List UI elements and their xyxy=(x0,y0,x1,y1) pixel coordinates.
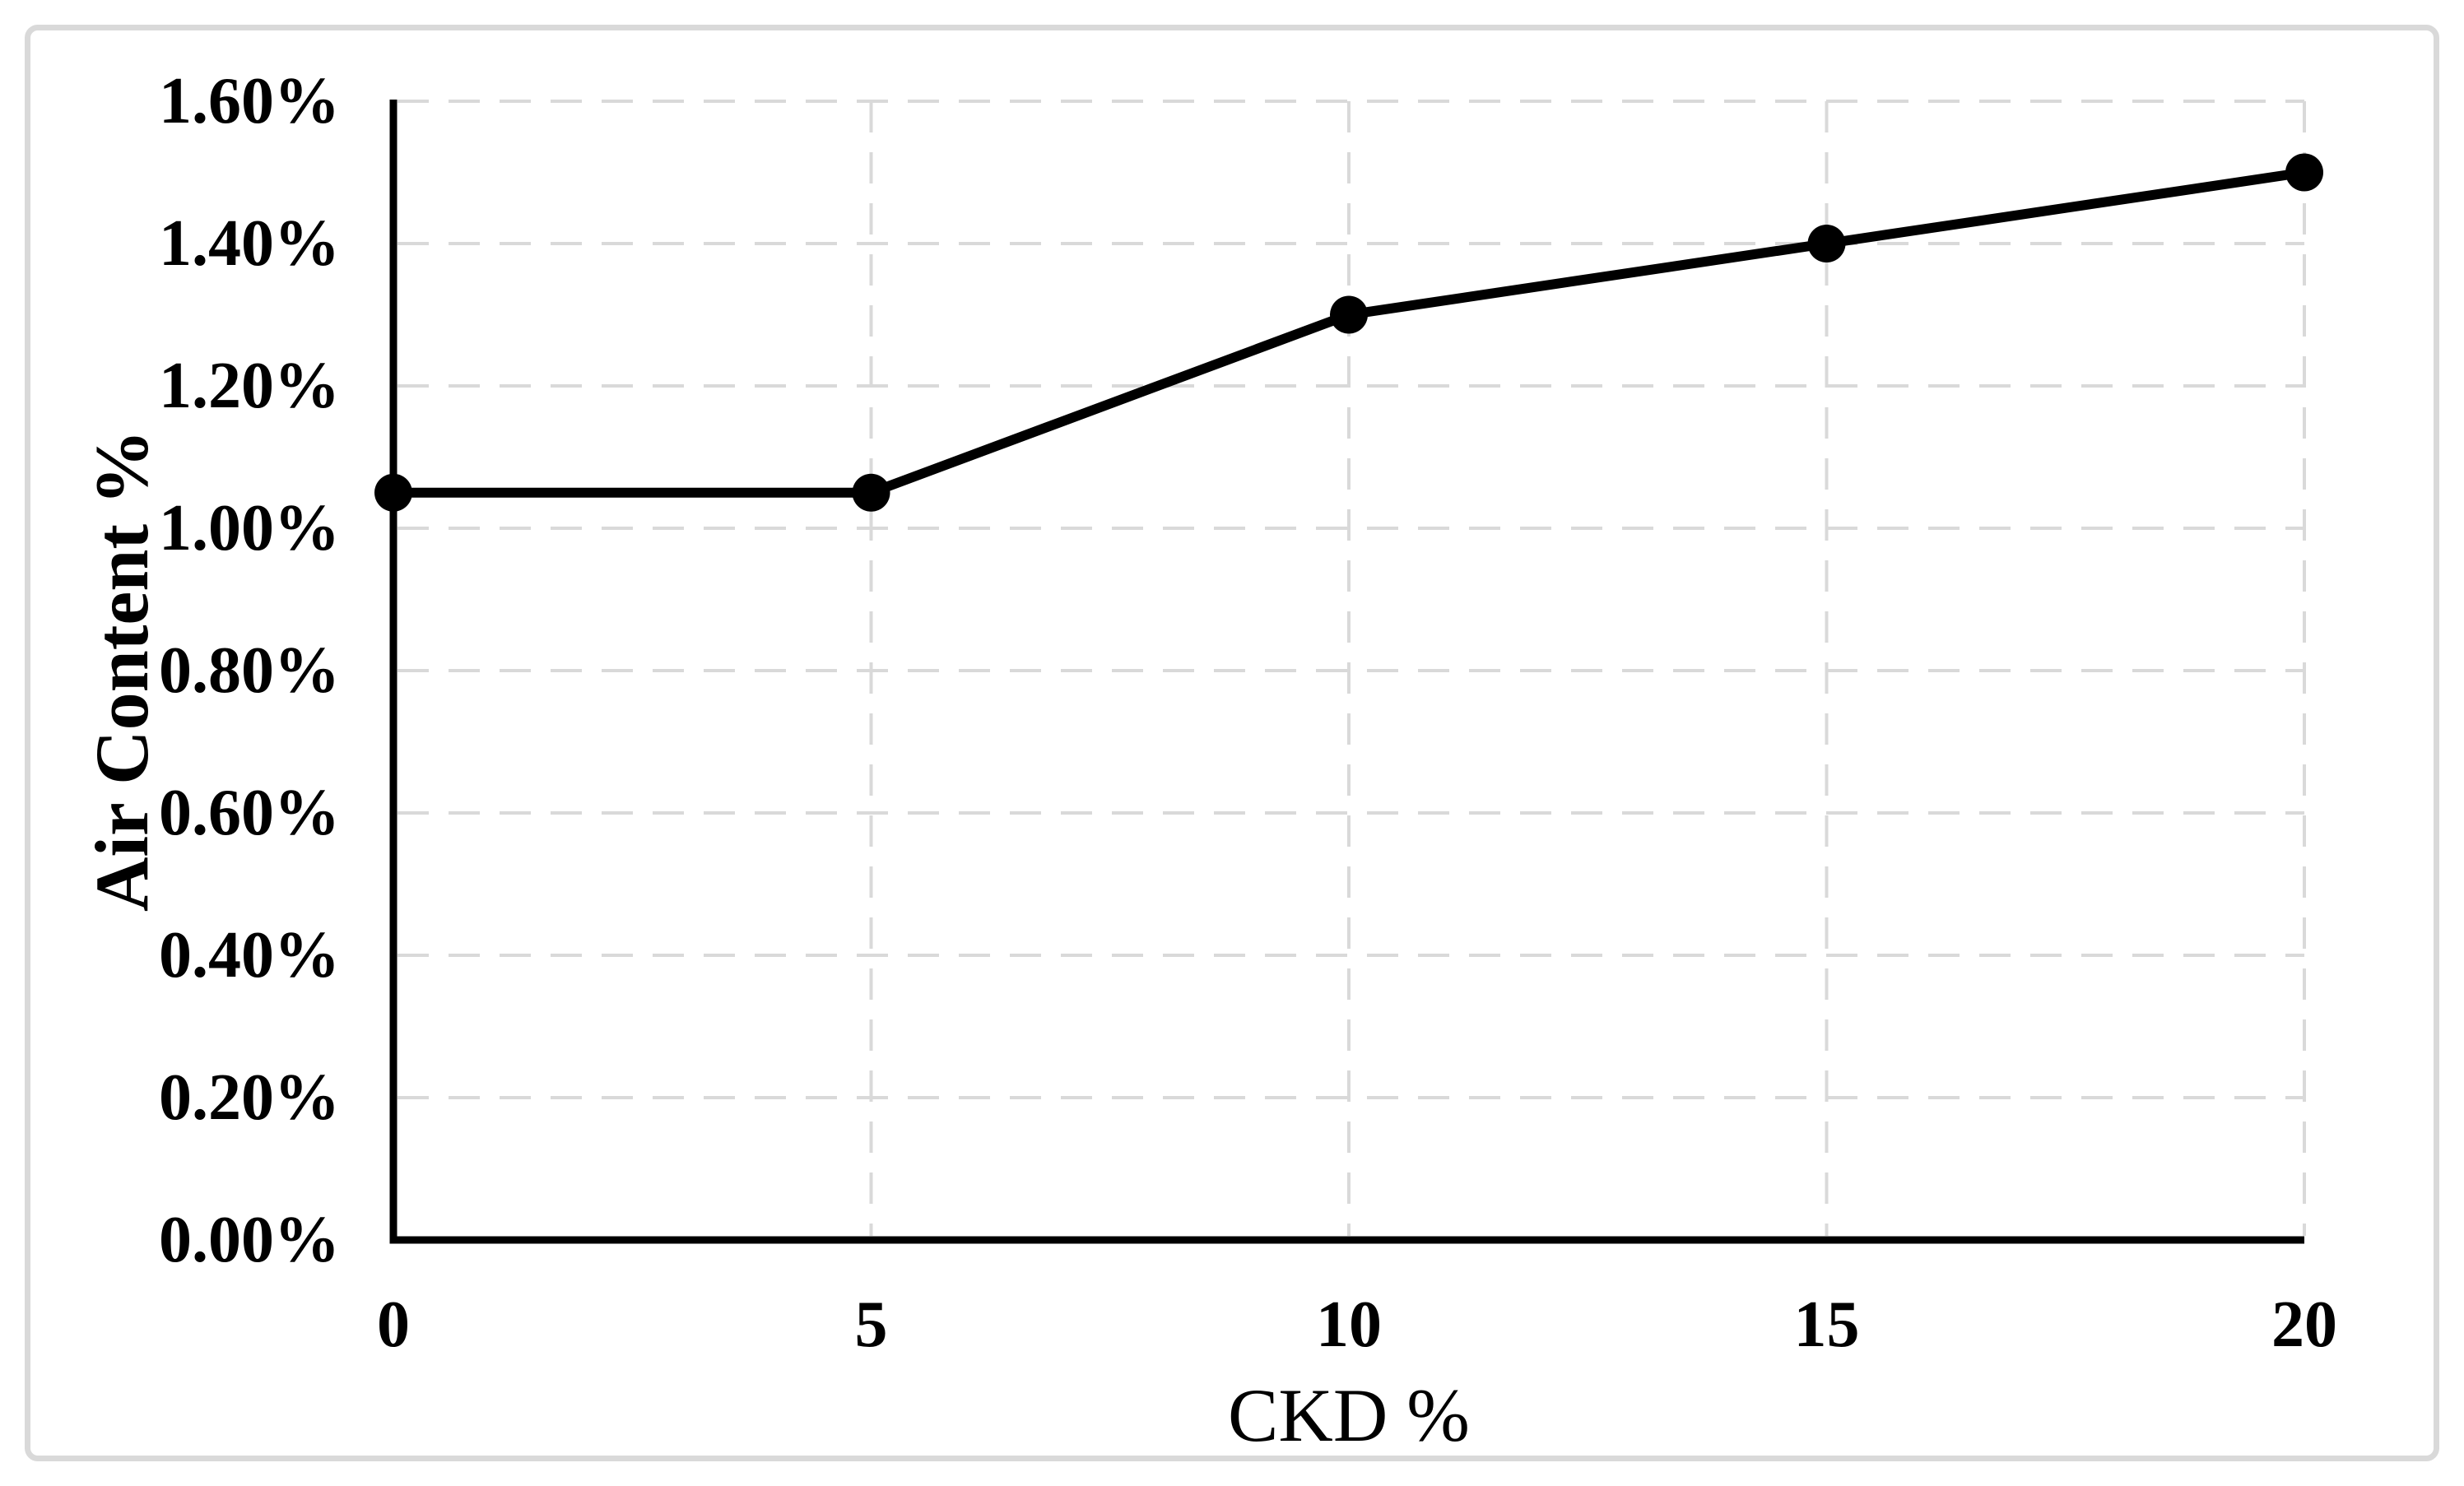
chart-frame-border xyxy=(25,25,2439,1461)
x-tick-label: 5 xyxy=(855,1289,888,1361)
data-point-marker xyxy=(852,473,890,512)
x-tick-label: 0 xyxy=(377,1289,410,1361)
gridlines xyxy=(397,100,2306,1236)
y-tick-label: 0.00% xyxy=(159,1204,340,1276)
y-tick-label: 0.20% xyxy=(159,1061,340,1134)
data-point-marker xyxy=(1807,225,1846,262)
x-tick-label: 20 xyxy=(2271,1289,2337,1361)
y-tick-label: 0.80% xyxy=(159,634,340,707)
axes xyxy=(389,100,2304,1244)
tick-labels: 0.00% 0.20% 0.40% 0.60% 0.80% 1.00% 1.20% 1.40%… xyxy=(159,65,2337,1361)
y-tick-label: 1.40% xyxy=(159,207,340,280)
y-tick-label: 1.20% xyxy=(159,350,340,422)
x-tick-label: 10 xyxy=(1316,1289,1382,1361)
data-point-marker xyxy=(374,473,412,512)
data-point-marker xyxy=(2285,153,2323,192)
y-tick-label: 0.40% xyxy=(159,919,340,991)
x-axis-title: CKD % xyxy=(1228,1373,1470,1457)
y-axis-title: Air Content % xyxy=(80,430,164,912)
data-series xyxy=(374,153,2323,512)
y-tick-label: 1.60% xyxy=(159,65,340,137)
y-tick-label: 1.00% xyxy=(159,492,340,564)
data-point-marker xyxy=(1330,295,1368,334)
y-tick-label: 0.60% xyxy=(159,777,340,849)
x-tick-label: 15 xyxy=(1794,1289,1860,1361)
